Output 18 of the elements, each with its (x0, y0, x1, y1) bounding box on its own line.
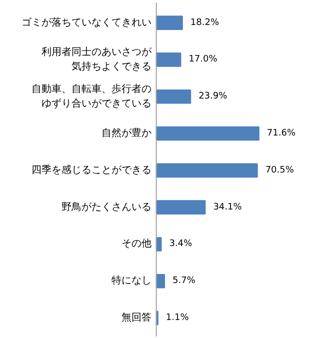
y-tick-label: 特になし (111, 274, 152, 287)
data-label: 70.5% (265, 165, 294, 176)
data-label: 71.6% (266, 128, 296, 139)
data-label: 17.0% (188, 54, 218, 65)
y-tick-label: 無回答 (121, 312, 152, 324)
data-label: 5.7% (172, 276, 196, 286)
y-tick-label: ゴミが落ちていなくてきれい (21, 16, 152, 28)
y-tick-label: 野鳥がたくさんいる (61, 200, 152, 213)
data-label: 1.1% (166, 313, 190, 324)
data-label: 34.1% (213, 202, 242, 212)
data-label: 23.9% (198, 92, 228, 102)
y-tick-label: その他 (121, 238, 152, 250)
y-tick-label: 自動車、自転車、歩行者のゆずり合いができている (31, 82, 152, 110)
y-tick-label: 自然が豊か (101, 127, 152, 140)
data-label: 3.4% (169, 239, 193, 250)
y-tick-label: 四季を感じることができる (31, 164, 152, 176)
data-label: 18.2% (190, 18, 220, 28)
y-tick-label: 利用者同士のあいさつが気持ちよくできる (41, 46, 152, 72)
